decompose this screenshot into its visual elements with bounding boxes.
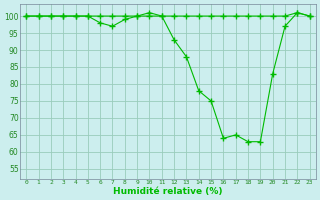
X-axis label: Humidité relative (%): Humidité relative (%) [113,187,223,196]
